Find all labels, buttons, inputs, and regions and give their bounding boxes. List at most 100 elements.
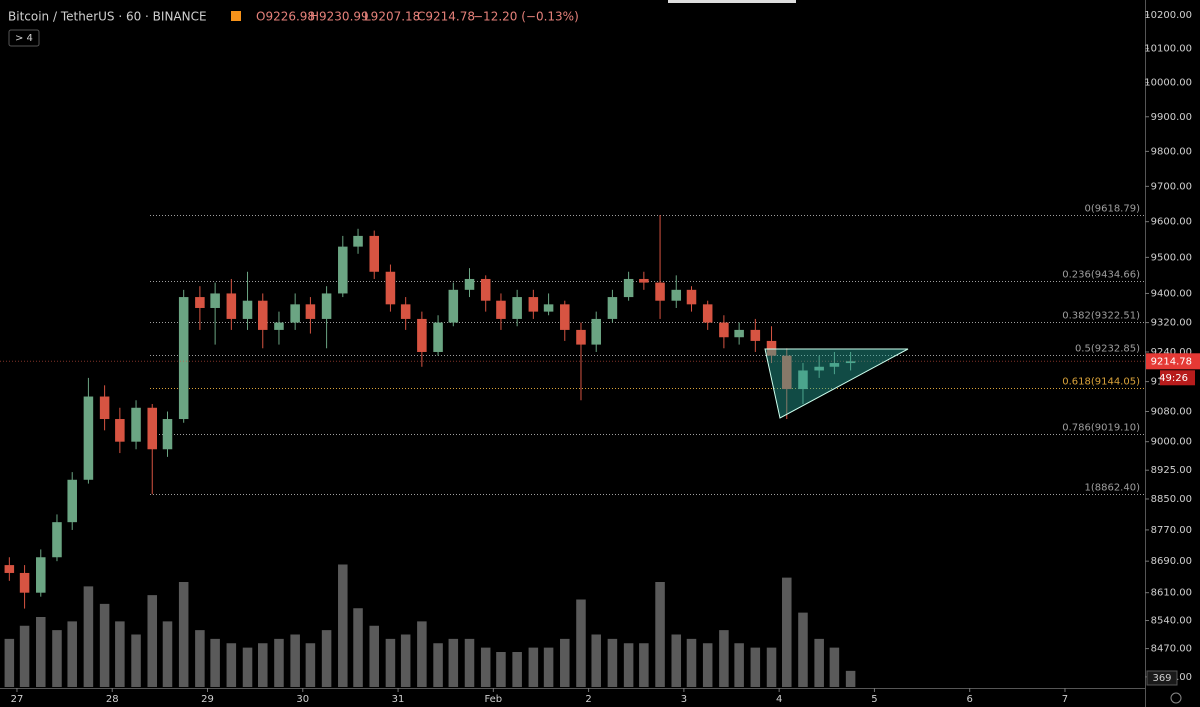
volume-bar <box>147 595 158 687</box>
fib-level-label: 0.786(9019.10) <box>1062 423 1140 434</box>
y-tick-label: 9320.00 <box>1151 318 1192 329</box>
volume-bar <box>274 638 284 687</box>
candle-body <box>433 322 443 352</box>
candle-body <box>258 300 268 330</box>
volume-bar <box>639 643 649 687</box>
volume-bar <box>686 638 697 687</box>
y-tick-label: 8850.00 <box>1151 494 1192 505</box>
candle-body <box>162 419 173 450</box>
last-price-tag <box>1146 353 1200 370</box>
y-tick-label: 9240.00 <box>1151 347 1192 358</box>
candle-body <box>338 246 348 294</box>
exchange-icon <box>231 11 241 21</box>
fib-level-label: 0.236(9434.66) <box>1062 270 1140 281</box>
candle-body <box>512 297 522 319</box>
volume-bar <box>19 625 30 687</box>
volume-bar <box>543 647 554 687</box>
candle-body <box>4 565 15 573</box>
y-tick-label: 9500.00 <box>1151 252 1192 263</box>
countdown-tag <box>1160 370 1195 386</box>
triangle-drawing[interactable] <box>764 348 909 419</box>
volume-bar <box>417 621 427 687</box>
candle-body <box>655 282 665 301</box>
y-tick-label: 9900.00 <box>1151 112 1192 123</box>
indicators-button[interactable] <box>8 29 40 47</box>
ohlc-high: H9230.99 <box>310 10 369 24</box>
candle-body <box>210 293 220 308</box>
volume-bar <box>528 647 539 687</box>
candle-body <box>607 297 618 319</box>
volume-bar <box>734 643 744 687</box>
candle-body <box>814 366 824 371</box>
volume-bar <box>829 647 840 687</box>
volume-bar <box>162 621 173 687</box>
volume-bar <box>195 630 205 687</box>
candle-body <box>719 322 729 338</box>
volume-bar <box>210 638 220 687</box>
candle-body <box>543 304 554 312</box>
y-tick-label: 9700.00 <box>1151 181 1192 192</box>
volume-bar <box>67 621 77 687</box>
y-tick-label: 8770.00 <box>1151 525 1192 536</box>
candle-body <box>305 304 316 319</box>
candle-body <box>115 419 125 442</box>
volume-bar <box>83 586 94 687</box>
volume-label: 369 <box>1152 673 1171 684</box>
candle-body <box>147 407 158 450</box>
volume-bar <box>576 599 586 687</box>
candle-body <box>464 278 475 290</box>
candle-body <box>369 235 379 272</box>
volume-bar <box>719 630 729 687</box>
candle-body <box>36 557 46 593</box>
candle-body <box>131 407 141 442</box>
x-tick-label: 31 <box>392 694 405 705</box>
candle-body <box>195 297 205 308</box>
top-toolbar[interactable] <box>668 0 796 3</box>
candle-body <box>226 293 237 319</box>
candle-body <box>576 329 586 345</box>
candle-body <box>353 235 363 247</box>
candle-body <box>671 289 682 301</box>
volume-bar <box>671 634 682 687</box>
ohlc-low: L9207.18 <box>364 10 420 24</box>
volume-bar <box>4 638 15 687</box>
candle-body <box>99 396 110 420</box>
candle-body <box>19 572 30 593</box>
candle-body <box>686 289 697 305</box>
volume-bar <box>655 582 665 687</box>
volume-bar <box>560 638 570 687</box>
ohlc-close: C9214.78 <box>417 10 475 24</box>
y-tick-label: 10000.00 <box>1144 78 1192 89</box>
candle-body <box>496 300 506 319</box>
volume-bar <box>433 643 443 687</box>
volume-bar <box>480 647 491 687</box>
volume-bar <box>512 652 522 687</box>
x-tick-label: 7 <box>1062 694 1068 705</box>
volume-bar <box>623 643 634 687</box>
volume-bar <box>782 577 792 687</box>
volume-bar <box>321 630 332 687</box>
volume-bar <box>290 634 300 687</box>
candle-body <box>766 340 777 356</box>
ohlc-open: O9226.98 <box>256 10 315 24</box>
candle-body <box>67 479 77 523</box>
settings-icon[interactable] <box>1170 692 1182 704</box>
volume-bar <box>448 638 459 687</box>
volume-bar <box>464 638 475 687</box>
y-tick-label: 8470.00 <box>1151 644 1192 655</box>
volume-bar <box>400 634 411 687</box>
candle-body <box>591 318 601 345</box>
candle-body <box>321 293 332 319</box>
indicators-button-label[interactable]: > 4 <box>15 33 33 44</box>
volume-bar <box>369 625 379 687</box>
candle-body <box>798 370 808 390</box>
y-tick-label: 10100.00 <box>1144 44 1192 55</box>
y-tick-label: 8925.00 <box>1151 465 1192 476</box>
x-tick-label: 27 <box>11 694 24 705</box>
candle-body <box>782 355 792 390</box>
ohlc-change: −12.20 (−0.13%) <box>473 10 579 24</box>
volume-bar <box>305 643 316 687</box>
countdown-label: 49:26 <box>1159 373 1188 384</box>
